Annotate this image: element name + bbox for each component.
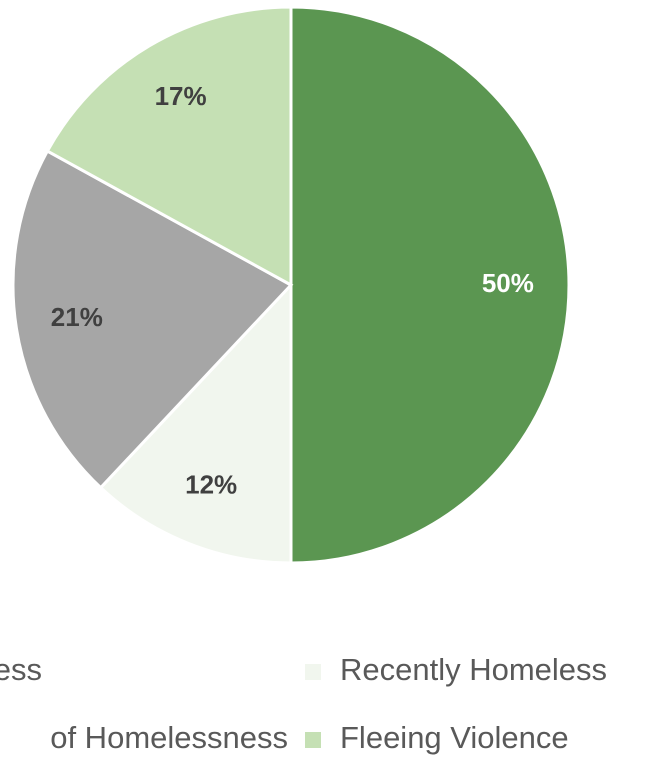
legend-label: ess [0, 652, 42, 687]
data-label: 17% [155, 81, 207, 111]
legend-label: Recently Homeless [340, 652, 607, 687]
data-label: 12% [185, 469, 237, 499]
legend-label: of Homelessness [50, 720, 288, 755]
legend-swatch [305, 732, 321, 748]
data-label: 21% [51, 302, 103, 332]
pie-slice [11, 149, 294, 490]
legend-label: Fleeing Violence [340, 720, 569, 755]
pie-slice [98, 281, 293, 565]
pie-slice [45, 5, 293, 288]
pie-slice [289, 5, 571, 565]
legend-swatch [305, 664, 321, 680]
data-label: 50% [482, 268, 534, 298]
